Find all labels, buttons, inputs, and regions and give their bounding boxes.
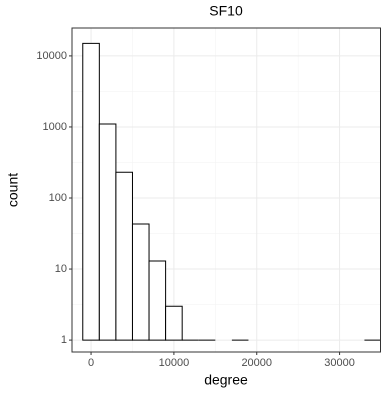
bar <box>115 171 133 341</box>
y-tick-label: 100 <box>49 192 67 204</box>
y-tick-label: 1 <box>61 334 67 346</box>
x-tick-label: 20000 <box>241 357 272 369</box>
y-tick-label: 10000 <box>36 50 67 62</box>
bar <box>98 123 117 341</box>
bar <box>131 223 150 341</box>
y-tick-label: 10 <box>55 263 67 275</box>
x-tick-label: 0 <box>88 357 94 369</box>
x-axis-title: degree <box>204 372 248 388</box>
x-tick-label: 10000 <box>159 357 190 369</box>
bar <box>148 260 167 341</box>
y-tick-label: 1000 <box>43 121 67 133</box>
chart-title: SF10 <box>209 3 243 19</box>
bar <box>82 42 100 341</box>
y-axis-title: count <box>5 173 21 207</box>
x-tick-label: 30000 <box>324 357 355 369</box>
panel-border <box>71 27 381 353</box>
bar <box>165 305 183 341</box>
